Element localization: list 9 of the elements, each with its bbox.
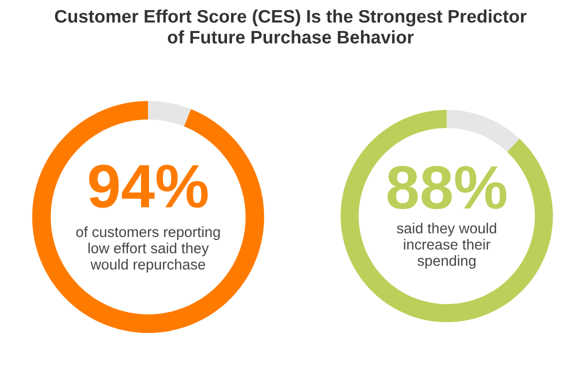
donut-slice: [446, 110, 520, 152]
donut-slice: [148, 101, 191, 126]
text: of customers reporting low effort said they would repurchase: [76, 226, 220, 272]
chart-title: Customer Effort Score (CES) Is the Strongest Predictor of Future Purchase Behavior: [54, 9, 526, 44]
donut-slice: [32, 101, 264, 333]
donut-slice: [340, 110, 553, 322]
text: said they would increase their spending: [396, 222, 496, 269]
data-label: 94%: [89, 164, 208, 208]
data-label: 88%: [388, 166, 506, 210]
